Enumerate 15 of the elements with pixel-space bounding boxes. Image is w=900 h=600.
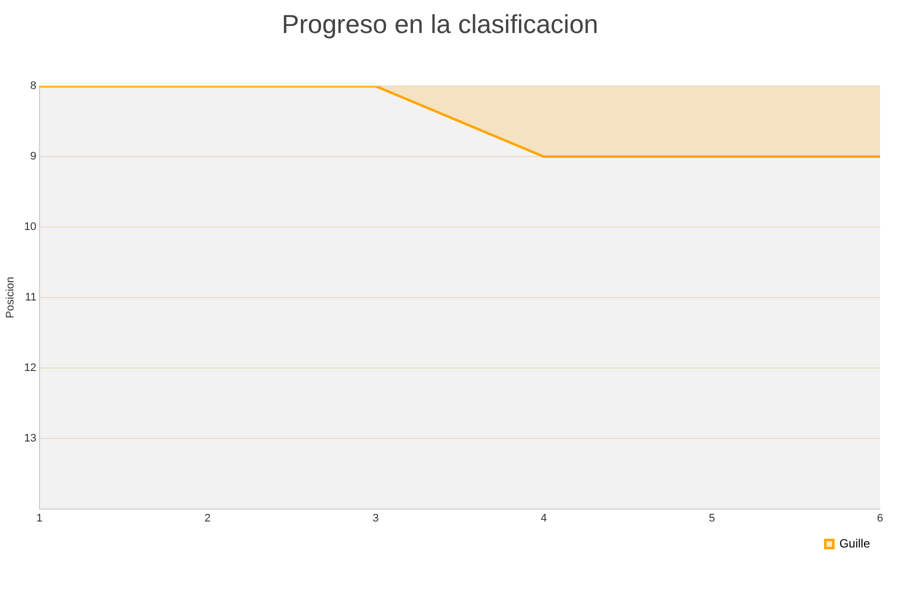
y-tick-label: 10 xyxy=(24,221,36,234)
y-tick-label: 12 xyxy=(24,362,36,374)
x-tick-label: 4 xyxy=(540,512,547,524)
y-tick-label: 8 xyxy=(30,80,36,92)
x-tick-label: 6 xyxy=(876,512,884,524)
x-tick-label: 2 xyxy=(204,512,211,524)
chart-title: Progreso en la clasificacion xyxy=(282,8,598,39)
x-tick-label: 3 xyxy=(372,512,379,524)
legend-label: Guille xyxy=(839,536,870,550)
y-tick-label: 11 xyxy=(25,292,36,304)
x-tick-label: 1 xyxy=(36,512,42,524)
y-tick-label: 13 xyxy=(24,432,36,444)
y-axis-title: Posicion xyxy=(4,276,17,318)
x-tick-label: 5 xyxy=(708,512,715,524)
y-tick-label: 9 xyxy=(30,150,36,163)
